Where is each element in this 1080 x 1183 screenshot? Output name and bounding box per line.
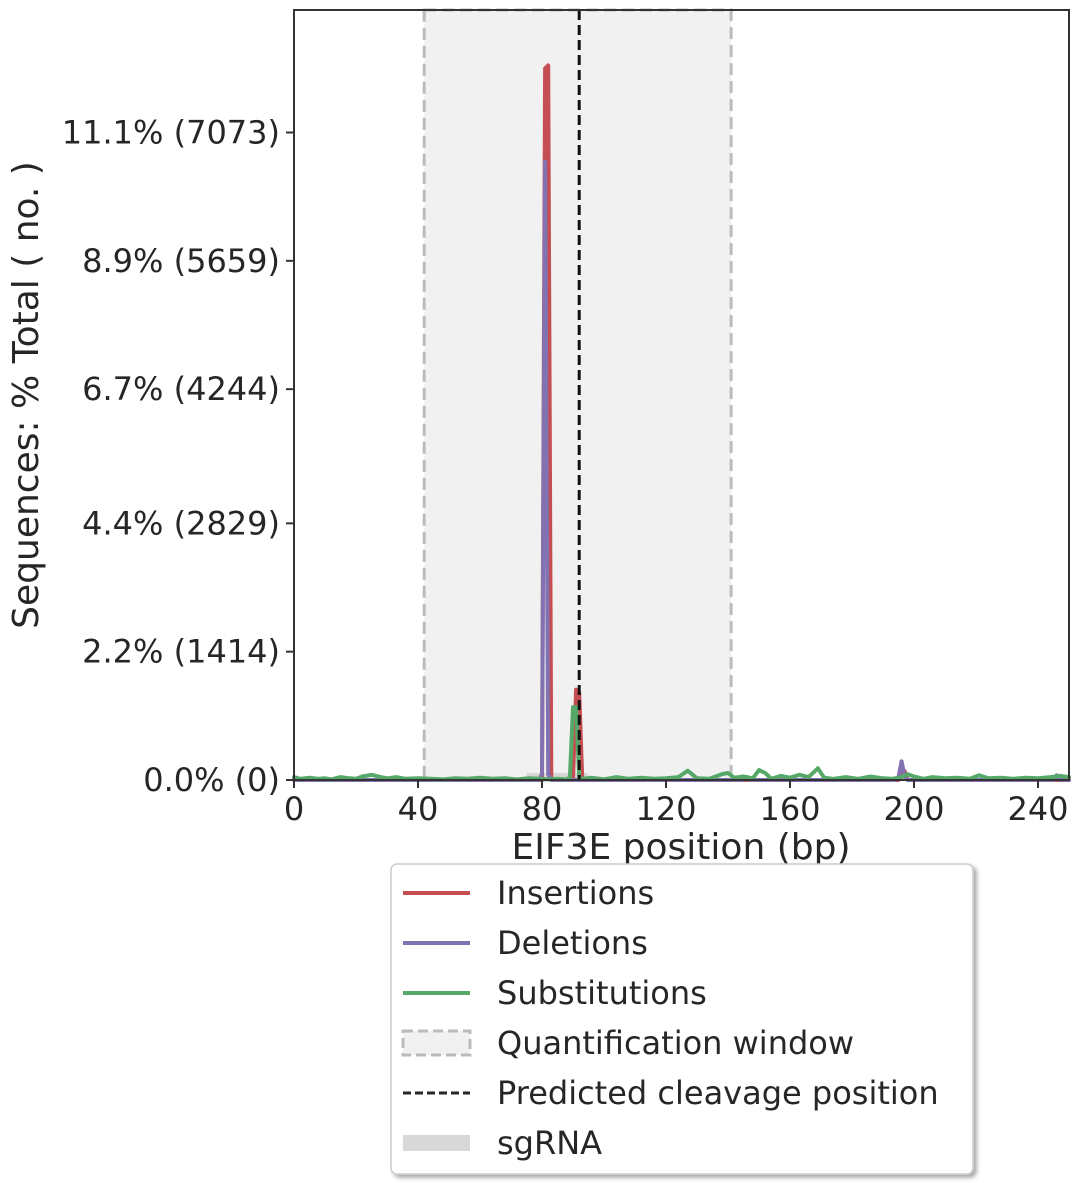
legend-label: Predicted cleavage position bbox=[497, 1074, 939, 1112]
y-tick-label: 0.0% (0) bbox=[143, 761, 280, 799]
legend: Insertions Deletions Substitutions Quantifi… bbox=[390, 863, 974, 1175]
y-tick-label: 6.7% (4244) bbox=[82, 370, 280, 408]
x-axis-label: EIF3E position (bp) bbox=[512, 827, 851, 868]
y-tick-label: 8.9% (5659) bbox=[82, 242, 280, 280]
legend-handle-sgrna bbox=[403, 1135, 470, 1151]
legend-label: Insertions bbox=[497, 874, 654, 912]
sgrna-bar bbox=[526, 773, 589, 780]
y-tick-label: 2.2% (1414) bbox=[82, 633, 280, 671]
x-tick-label: 80 bbox=[522, 790, 563, 828]
legend-box bbox=[390, 863, 974, 1175]
y-tick-label: 4.4% (2829) bbox=[82, 504, 280, 542]
legend-label: Substitutions bbox=[497, 974, 707, 1012]
legend-handle-quantification-window bbox=[401, 1029, 472, 1057]
quantification-window-layer bbox=[422, 8, 733, 782]
legend-label: Quantification window bbox=[497, 1024, 854, 1062]
plot-frame bbox=[293, 9, 1070, 781]
legend-label: sgRNA bbox=[497, 1124, 602, 1162]
x-tick-label: 160 bbox=[759, 790, 820, 828]
x-tick-label: 120 bbox=[635, 790, 696, 828]
legend-label: Deletions bbox=[497, 924, 648, 962]
sgrna-layer bbox=[526, 773, 589, 780]
x-tick-label: 200 bbox=[883, 790, 944, 828]
x-tick-label: 0 bbox=[284, 790, 304, 828]
x-tick-label: 240 bbox=[1007, 790, 1068, 828]
y-axis-label: Sequences: % Total ( no. ) bbox=[6, 161, 47, 629]
axes-layer: 0 40 80 120 160 200 240 0.0% (0) 2.2% (1414) 4.4%… bbox=[62, 114, 1069, 829]
series-line-substitutions bbox=[292, 705, 1071, 782]
x-tick-label: 40 bbox=[398, 790, 439, 828]
y-tick-label: 11.1% (7073) bbox=[62, 114, 280, 152]
quantification-window-fill bbox=[424, 10, 732, 780]
